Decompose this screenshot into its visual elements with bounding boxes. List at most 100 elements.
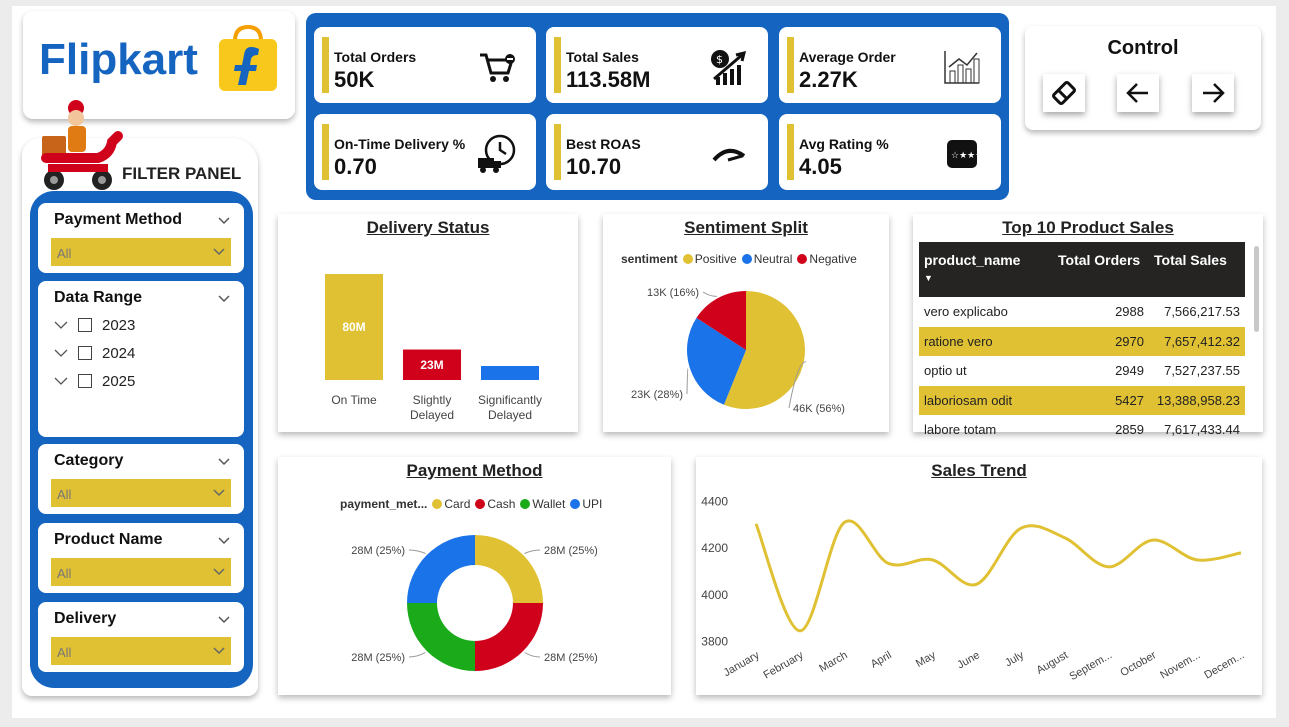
data-point[interactable] [1019,527,1022,530]
x-tick-label: August [1034,649,1070,677]
kpi-value: 2.27K [799,67,858,92]
legend-item[interactable]: UPI [565,497,602,511]
pie-slice[interactable] [687,317,746,405]
legend-item[interactable]: Wallet [515,497,565,511]
chevron-down-icon[interactable] [218,535,230,547]
year-checkbox[interactable] [78,374,92,388]
data-point[interactable] [843,521,846,524]
delivery-select[interactable]: All [51,637,231,665]
series-line[interactable] [754,519,1242,633]
bar-data-label: 80M [342,320,365,334]
table-row[interactable]: optio ut 2949 7,527,237.55 [919,356,1245,386]
legend-item[interactable]: Positive [678,252,737,266]
kpi-value: 0.70 [334,154,377,179]
delivery-status-card: Delivery Status 80M On Time 23M Slightly Del… [278,214,578,432]
column-header-product-name[interactable]: product_name ▼ [919,242,1053,297]
table-row[interactable]: laboriosam odit 5427 13,388,958.23 [919,385,1245,415]
filter-date-range: Data Range 2023 2024 2025 [38,281,244,437]
table-row[interactable]: vero explicabo 2988 7,566,217.53 [919,297,1245,327]
leader-line [702,291,717,297]
chevron-down-icon [213,647,225,655]
data-point[interactable] [1195,558,1198,561]
clock-truck-icon [478,134,516,173]
table-scrollbar[interactable] [1254,246,1259,332]
legend-label: UPI [582,497,603,511]
bar[interactable] [403,349,461,380]
pie-slice[interactable] [696,291,746,350]
legend-item[interactable]: Negative [792,252,857,266]
data-point[interactable] [1151,539,1154,542]
back-button[interactable] [1117,74,1159,112]
data-point[interactable] [799,629,802,632]
legend-label: Wallet [532,497,566,511]
legend-item[interactable]: Neutral [737,252,793,266]
category-label: Significantly [478,393,542,407]
category-select[interactable]: All [51,479,231,507]
data-point[interactable] [1240,551,1243,554]
leader-line [408,652,426,658]
column-header-total-orders[interactable]: Total Orders [1053,242,1149,297]
expand-chevron-icon[interactable] [54,347,68,359]
data-point[interactable] [755,522,758,525]
table-row[interactable]: ratione vero 2970 7,657,412.32 [919,326,1245,356]
x-tick-label: Decem... [1202,649,1246,681]
kpi-label: Avg Rating % [799,136,889,152]
year-checkbox[interactable] [78,318,92,332]
data-point[interactable] [1107,565,1110,568]
chevron-down-icon[interactable] [218,456,230,468]
x-tick-label: April [869,649,894,670]
donut-slice[interactable] [407,603,475,671]
legend-label: Neutral [753,252,793,266]
filter-delivery: Delivery All [38,602,244,672]
sales-trend-card: Sales Trend 3800 4000 4200 4400 January Febru… [696,457,1262,695]
legend-item[interactable]: Cash [470,497,515,511]
table-row[interactable]: labore totam 2859 7,617,433.44 [919,415,1245,445]
logo-card: Flipkart [23,11,295,119]
donut-slice[interactable] [475,535,543,603]
cell-product-name: vero explicabo [924,304,1008,320]
clear-filters-button[interactable] [1043,74,1085,112]
bar-data-label: 23M [420,358,443,372]
kpi-average-order: Average Order 2.27K [779,27,1001,103]
bar[interactable] [481,366,539,380]
kpi-value: 113.58M [566,67,651,92]
data-point[interactable] [887,562,890,565]
payment-method-legend: payment_met... Card Cash Wallet UPI [340,497,602,511]
donut-slice[interactable] [407,535,475,603]
data-point[interactable] [1063,536,1066,539]
table-title: Top 10 Product Sales [1002,218,1174,237]
x-tick-label: February [761,649,806,682]
cell-total-sales: 7,566,217.53 [1164,304,1240,320]
bar[interactable] [325,274,383,380]
donut-slice[interactable] [475,603,543,671]
cart-icon [480,53,515,82]
cell-total-orders: 2970 [1053,326,1149,356]
category-label: Delayed [488,408,532,422]
chevron-down-icon[interactable] [218,215,230,227]
pie-slice[interactable] [723,291,805,410]
column-header-total-sales[interactable]: Total Sales [1149,242,1245,297]
legend-item[interactable]: Card [427,497,470,511]
forward-button[interactable] [1192,74,1234,112]
select-value: All [57,566,72,581]
data-point[interactable] [975,583,978,586]
slice-data-label: 23K (28%) [631,389,683,401]
x-tick-label: October [1118,649,1158,679]
kpi-label: Best ROAS [566,136,641,152]
payment-method-select[interactable]: All [51,238,231,266]
x-tick-label: May [914,649,938,670]
expand-chevron-icon[interactable] [54,375,68,387]
data-point[interactable] [931,558,934,561]
chart-title: Sales Trend [931,461,1027,480]
y-tick-label: 4200 [701,541,728,555]
chevron-down-icon[interactable] [218,614,230,626]
bar-growth-icon [944,51,980,84]
product-name-select[interactable]: All [51,558,231,586]
chevron-down-icon[interactable] [218,293,230,305]
chevron-down-icon [213,489,225,497]
expand-chevron-icon[interactable] [54,319,68,331]
leader-line [524,549,541,554]
year-checkbox[interactable] [78,346,92,360]
slice-data-label: 28M (25%) [544,545,598,557]
chart-title: Payment Method [406,461,543,480]
